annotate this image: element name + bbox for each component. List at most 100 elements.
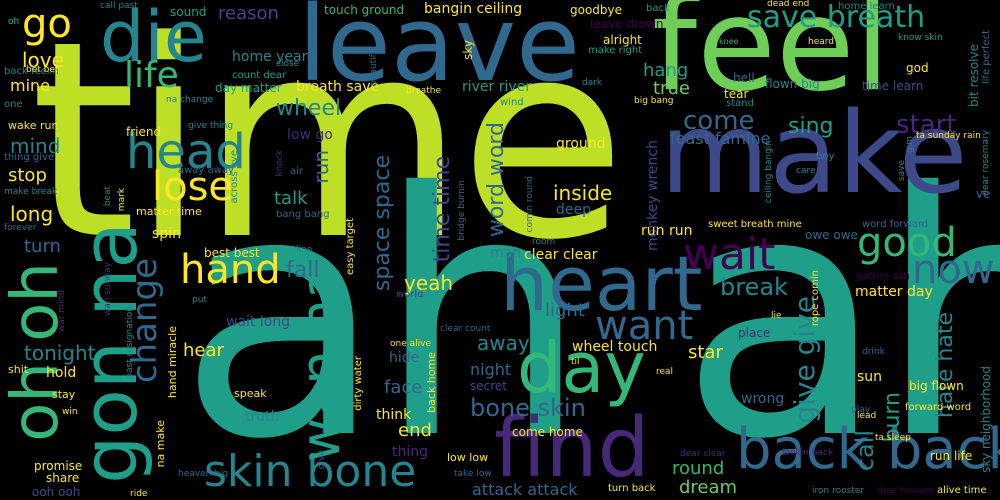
word-matter-time: matter time: [136, 205, 202, 218]
word-sweet-breath-mine: sweet breath mine: [708, 219, 802, 230]
word-big-flown: big flown: [909, 379, 964, 393]
word-ta-sleep: ta sleep: [875, 433, 911, 443]
word-come: come: [683, 106, 755, 136]
word-bangin-ceiling: bangin ceiling: [424, 1, 523, 17]
word-bone-skin: bone skin: [470, 394, 586, 422]
word-god: god: [906, 61, 929, 75]
word-air: air: [290, 166, 304, 177]
word-past-resignation: past resignation: [125, 306, 135, 379]
word-flown-big: flown big: [765, 77, 820, 91]
word-na-change: na change: [166, 95, 214, 105]
word-place: place: [738, 326, 771, 340]
word-day: day: [517, 327, 646, 409]
word-wrong: wrong: [741, 391, 785, 407]
word-day-matter: day matter: [215, 81, 282, 95]
word-mind: mind: [10, 134, 61, 158]
word-head: head: [126, 124, 246, 180]
word-drink: drink: [862, 347, 885, 357]
word-one-alive: one alive: [390, 339, 431, 349]
word-stop: stop: [8, 165, 47, 186]
word-find: find: [494, 401, 650, 496]
word-across-eye: across eye: [229, 150, 240, 204]
word-goodbye: goodbye: [570, 3, 623, 17]
word-beat: beat: [103, 186, 113, 207]
word-forward-word: forward word: [905, 402, 972, 413]
word-low-go: low go: [287, 127, 333, 143]
word-beautiful: beautiful: [369, 46, 379, 86]
word-sing: sing: [788, 114, 834, 139]
word-count-dear: count dear: [232, 70, 287, 81]
word-spin: spin: [152, 226, 181, 242]
word-alive-time: alive time: [937, 485, 987, 496]
word-wheel-touch: wheel touch: [572, 339, 658, 355]
word-break: break: [720, 273, 788, 301]
word-hang: hang: [643, 60, 689, 81]
word-life: life: [124, 55, 179, 96]
word-stay: stay: [52, 388, 76, 401]
word-die: die: [100, 0, 207, 78]
word-back-back: back back: [736, 417, 1000, 482]
word-world: world: [396, 289, 424, 300]
word-turn: turn: [24, 236, 61, 257]
word-back-small: back: [646, 3, 670, 14]
word-clear-count: clear count: [440, 324, 491, 334]
word-dear-heaven: dear heaven: [877, 486, 934, 496]
word-man: man: [490, 245, 522, 261]
word-heard: heard: [808, 37, 835, 47]
word-low-low: low low: [447, 451, 489, 464]
word-easy-target: easy target: [345, 218, 356, 275]
word-round: round: [672, 458, 725, 479]
word-ah-ah: ah ah: [178, 122, 1000, 500]
word-feast-famine: feast famine: [670, 129, 771, 148]
word-bet-bet: bet bet: [26, 65, 59, 75]
word-tonight: tonight: [24, 341, 96, 365]
word-wait-long: wait long: [226, 314, 291, 330]
word-wait: wait: [683, 229, 776, 280]
word-river-river: river river: [462, 79, 532, 95]
word-fall: fall: [286, 258, 320, 283]
word-dead-end: dead end: [767, 0, 810, 9]
word-breath-save: breath save: [296, 79, 380, 95]
word-play: play: [851, 405, 871, 415]
word-touch-ground: touch ground: [324, 3, 405, 17]
word-wan-na: wan na: [289, 266, 352, 462]
word-ooh-ooh: ooh ooh: [32, 485, 81, 499]
word-wake-run: wake run: [8, 119, 59, 132]
word-hold: hold: [46, 365, 77, 381]
word-bit-resolve: bit resolve: [967, 44, 981, 107]
word-forever: forever: [4, 223, 37, 233]
word-lead: lead: [857, 411, 877, 421]
word-friend: friend: [126, 125, 162, 139]
word-hear: hear: [183, 340, 224, 361]
word-now: now: [912, 247, 995, 293]
word-home-year: home year: [232, 49, 308, 65]
word-want: want: [595, 303, 694, 349]
word-owe-owe: owe owe: [805, 228, 858, 242]
word-dear-clear: dear clear: [680, 449, 726, 459]
word-face: face: [384, 377, 423, 398]
word-ta-sunday-rain: ta sunday rain: [916, 131, 981, 141]
word-time-time: time time: [430, 156, 455, 263]
word-close: close: [276, 59, 300, 69]
word-ground: ground: [556, 136, 606, 152]
word-dream: dream: [679, 477, 738, 498]
word-wheel: wheel: [276, 96, 342, 121]
word-run: run: [309, 150, 333, 184]
word-give-small: give: [317, 450, 327, 470]
word-away: away: [477, 331, 530, 355]
word-time: time: [30, 0, 627, 300]
word-put: put: [192, 295, 207, 305]
word-iron-rooster: iron rooster: [812, 486, 865, 496]
word-make-right: make right: [588, 45, 643, 56]
word-start: start: [896, 110, 957, 140]
word-space-space: space space: [370, 155, 395, 292]
word-talk: talk: [274, 188, 308, 209]
word-back-home: back home: [425, 352, 438, 413]
word-leave: leave: [298, 0, 581, 105]
word-tear: tear: [724, 87, 749, 101]
word-shit: shit: [8, 363, 29, 376]
word-wan-sunday: wan sunday: [103, 262, 113, 317]
word-sky: sky: [461, 40, 475, 60]
word-sun: sun: [857, 369, 883, 385]
word-one: one: [4, 99, 23, 110]
